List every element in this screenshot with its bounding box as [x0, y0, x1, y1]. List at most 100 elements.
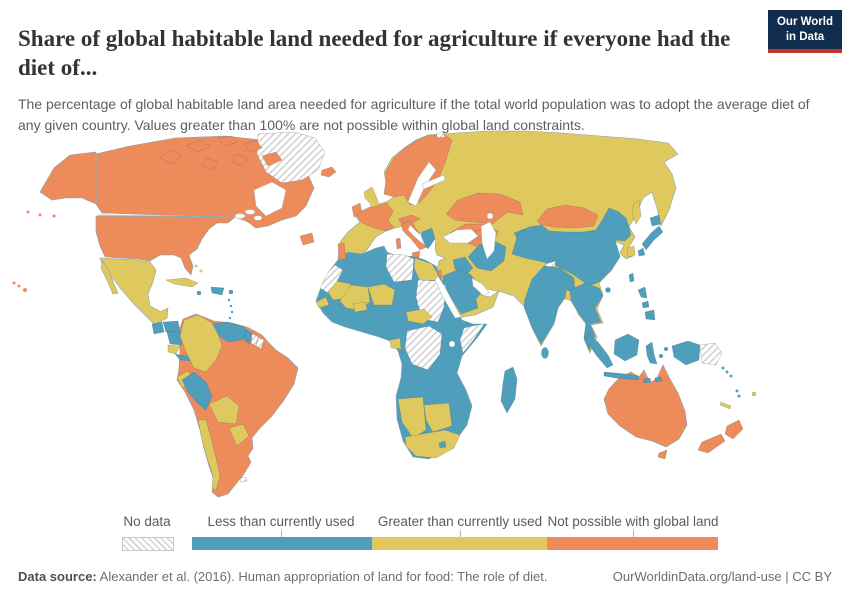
region-aleutian-islands[interactable] [26, 210, 56, 218]
footer-license-link[interactable]: CC BY [792, 569, 832, 584]
owid-logo-line1: Our World [776, 16, 833, 29]
region-mongolia[interactable] [536, 204, 599, 229]
region-burkina-faso[interactable] [352, 301, 368, 313]
region-iceland[interactable] [320, 166, 337, 178]
region-baja-california[interactable] [100, 260, 119, 295]
legend-swatch-notpossible[interactable] [547, 537, 718, 550]
region-taiwan[interactable] [628, 272, 635, 283]
region-peru[interactable] [181, 371, 213, 411]
region-sri-lanka[interactable] [541, 347, 549, 359]
region-cuba[interactable] [165, 277, 199, 288]
region-sardinia[interactable] [395, 237, 402, 250]
region-israel[interactable] [437, 269, 443, 278]
region-botswana[interactable] [423, 402, 453, 433]
region-newfoundland[interactable] [299, 232, 315, 246]
region-falkland-islands[interactable] [239, 476, 248, 483]
region-new-zealand[interactable] [697, 419, 744, 454]
legend-tick-greater [460, 530, 461, 537]
region-bolivia[interactable] [208, 395, 240, 425]
region-japan[interactable] [637, 214, 664, 257]
region-melanesia[interactable] [721, 366, 741, 398]
region-lesser-antilles[interactable] [227, 298, 234, 320]
legend-swatch-less[interactable] [192, 537, 372, 550]
sea-hudson-bay [253, 181, 287, 217]
region-costa-rica[interactable] [167, 344, 181, 355]
region-svalbard[interactable] [435, 131, 446, 139]
lake-victoria [448, 340, 456, 348]
sea-adriatic [407, 224, 426, 246]
region-france[interactable] [355, 202, 395, 232]
sea-caspian [480, 221, 497, 260]
region-australia[interactable] [603, 364, 688, 448]
region-paraguay[interactable] [228, 423, 250, 447]
legend-tick-less [281, 530, 282, 537]
region-jamaica[interactable] [196, 290, 202, 296]
region-arctic-islands[interactable] [159, 135, 283, 171]
region-chile[interactable] [197, 419, 221, 491]
sea-black-sea [442, 228, 479, 244]
owid-logo[interactable]: Our World in Data [768, 10, 842, 53]
region-philippines[interactable] [637, 286, 656, 321]
footer-source: Data source: Alexander et al. (2016). Hu… [18, 569, 547, 584]
region-sakhalin[interactable] [631, 199, 642, 225]
lake-great-lakes-1 [234, 213, 246, 219]
region-hawaii[interactable] [12, 281, 28, 293]
region-lesotho[interactable] [438, 440, 447, 449]
border-us-canada [97, 214, 236, 218]
region-kazakhstan[interactable] [445, 192, 524, 225]
world-map[interactable] [10, 128, 840, 508]
region-new-caledonia[interactable] [719, 401, 732, 410]
legend-no-data-label: No data [123, 514, 171, 529]
footer-url-link[interactable]: OurWorldinData.org/land-use [612, 569, 782, 584]
region-mexico[interactable] [99, 257, 169, 325]
region-somalia[interactable] [459, 323, 485, 354]
region-fiji[interactable] [751, 391, 757, 397]
region-central-african-republic[interactable] [405, 308, 433, 325]
region-guatemala[interactable] [151, 321, 165, 335]
region-bahamas[interactable] [194, 264, 203, 273]
region-papua-new-guinea[interactable] [699, 342, 723, 366]
region-senegal[interactable] [315, 296, 330, 309]
footer-source-text: Alexander et al. (2016). Human appropria… [99, 569, 548, 584]
sea-red-sea [434, 275, 462, 319]
region-madagascar[interactable] [500, 366, 518, 414]
legend-no-data-swatch[interactable] [122, 537, 174, 551]
region-gabon[interactable] [389, 337, 402, 350]
region-indonesia[interactable] [585, 333, 668, 384]
region-niger[interactable] [367, 283, 396, 306]
region-sicily[interactable] [411, 250, 421, 258]
region-dr-congo[interactable] [404, 325, 443, 371]
region-switzerland-austria[interactable] [397, 214, 421, 224]
footer-links: OurWorldinData.org/land-use | CC BY [613, 569, 832, 584]
legend-tick-notpossible [633, 530, 634, 537]
region-french-guiana[interactable] [255, 336, 265, 350]
region-tasmania[interactable] [657, 449, 668, 460]
legend-label-greater: Greater than currently used [377, 514, 543, 529]
region-nicaragua[interactable] [166, 330, 183, 346]
region-portugal[interactable] [337, 242, 347, 261]
region-hainan[interactable] [605, 287, 611, 293]
region-greenland[interactable] [256, 131, 326, 184]
region-alaska[interactable] [39, 151, 97, 205]
region-puerto-rico[interactable] [228, 289, 234, 295]
legend-label-less: Less than currently used [207, 514, 355, 529]
region-western-sahara[interactable] [319, 264, 344, 294]
region-namibia[interactable] [397, 396, 427, 439]
region-south-africa[interactable] [404, 429, 461, 459]
region-southeast-asia[interactable] [569, 282, 604, 352]
region-hispaniola[interactable] [210, 286, 225, 296]
region-west-new-guinea[interactable] [671, 340, 701, 366]
page-subtitle: The percentage of global habitable land … [18, 96, 810, 133]
region-usa[interactable] [95, 215, 236, 276]
country-borders [95, 154, 236, 218]
legend-swatch-greater[interactable] [372, 537, 547, 550]
sea-persian-gulf [471, 277, 490, 297]
footer-separator: | [785, 569, 789, 584]
region-colombia[interactable] [179, 314, 223, 373]
owid-logo-line2: in Data [785, 30, 825, 43]
region-china[interactable] [511, 207, 632, 287]
region-honduras[interactable] [162, 320, 181, 333]
region-guyana[interactable] [243, 329, 253, 345]
region-south-korea[interactable] [626, 245, 636, 258]
region-libya[interactable] [385, 253, 415, 283]
